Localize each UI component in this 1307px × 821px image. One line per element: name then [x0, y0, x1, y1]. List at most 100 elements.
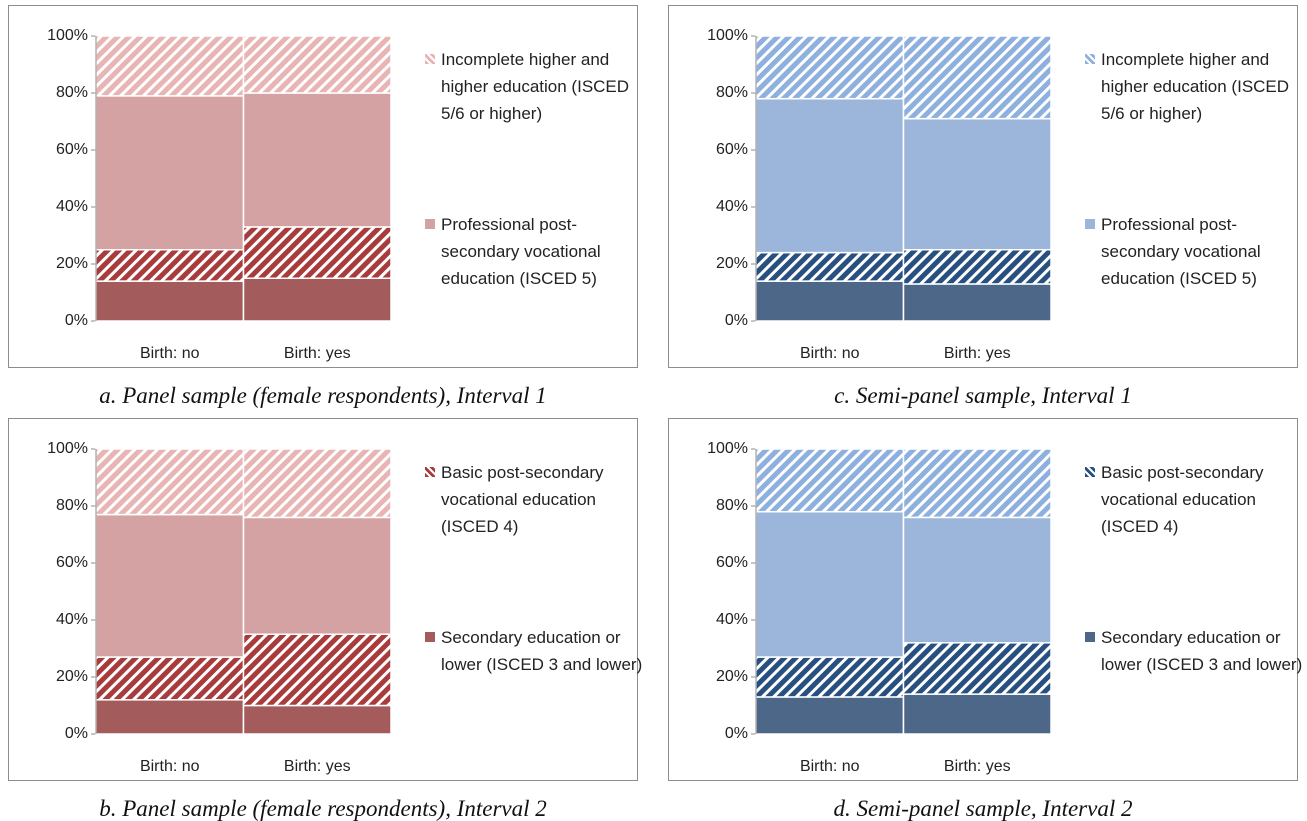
- y-tick-label: 20%: [56, 255, 88, 272]
- bar-segment: [755, 656, 905, 698]
- x-tick-label: Birth: no: [140, 758, 200, 775]
- bar-segment: [242, 704, 392, 735]
- y-tick-label: 100%: [47, 27, 88, 44]
- bar-segment: [902, 448, 1052, 519]
- legend-entry: Incomplete higher and higher education (…: [1085, 46, 1306, 127]
- bar-segment: [755, 696, 905, 735]
- y-tick-label: 20%: [716, 255, 748, 272]
- legend-swatch: [1085, 54, 1095, 64]
- plot: 0% 20% 40% 60% 80% 100% Birth: no Birth: yes: [47, 27, 392, 362]
- legend-swatch: [425, 54, 435, 64]
- y-tick-label: 80%: [56, 497, 88, 514]
- y-tick-label: 40%: [56, 198, 88, 215]
- y-tick-label: 100%: [707, 440, 748, 457]
- chart-caption: d. Semi-panel sample, Interval 2: [833, 796, 1133, 821]
- legend-swatch: [1085, 467, 1095, 477]
- y-tick-label: 0%: [725, 725, 748, 742]
- chart-caption: a. Panel sample (female respondents), In…: [99, 383, 547, 408]
- legend-label: Basic post-secondary vocational educatio…: [1101, 463, 1264, 536]
- legend-entry: Professional post-secondary vocational e…: [425, 211, 646, 292]
- plot: 0% 20% 40% 60% 80% 100% Birth: no Birth: yes: [707, 27, 1052, 362]
- bar-segment: [902, 283, 1052, 322]
- bar-segment: [902, 35, 1052, 120]
- legend-label: Basic post-secondary vocational educatio…: [441, 463, 604, 536]
- y-tick-label: 60%: [716, 554, 748, 571]
- chart-panel: 0% 20% 40% 60% 80% 100% Birth: no Birth: yes Inc…: [668, 5, 1298, 368]
- legend-label: Incomplete higher and higher education (…: [441, 50, 630, 123]
- bar-segment: [95, 280, 245, 322]
- y-tick-label: 40%: [716, 198, 748, 215]
- bar-segment: [95, 656, 245, 701]
- bar-segment: [242, 448, 392, 519]
- y-tick-label: 80%: [716, 497, 748, 514]
- legend-swatch: [1085, 219, 1095, 229]
- legend-entry: Professional post-secondary vocational e…: [1085, 211, 1306, 292]
- y-tick-label: 20%: [56, 668, 88, 685]
- bar-segment: [95, 249, 245, 282]
- x-tick-label: Birth: yes: [284, 345, 351, 362]
- chart-panel: 0% 20% 40% 60% 80% 100% Birth: no Birth: yes Inc…: [8, 5, 638, 368]
- legend-entry: Basic post-secondary vocational educatio…: [425, 459, 646, 540]
- y-tick-label: 20%: [716, 668, 748, 685]
- y-tick-label: 80%: [716, 84, 748, 101]
- legend-swatch: [425, 632, 435, 642]
- x-tick-label: Birth: no: [140, 345, 200, 362]
- legend-swatch: [425, 219, 435, 229]
- x-tick-label: Birth: no: [800, 758, 860, 775]
- legend-label: Professional post-secondary vocational e…: [441, 215, 601, 288]
- bar-segment: [242, 226, 392, 279]
- legend-entry: Basic post-secondary vocational educatio…: [1085, 459, 1306, 540]
- plot: 0% 20% 40% 60% 80% 100% Birth: no Birth: yes: [707, 440, 1052, 775]
- legend-swatch: [1085, 632, 1095, 642]
- bar-segment: [242, 633, 392, 707]
- y-tick-label: 0%: [725, 312, 748, 329]
- bar-segment: [95, 95, 245, 251]
- chart-panel: 0% 20% 40% 60% 80% 100% Birth: no Birth: yes Bas…: [668, 418, 1302, 781]
- bar-segment: [242, 92, 392, 228]
- bar-segment: [242, 516, 392, 635]
- bar-segment: [902, 516, 1052, 644]
- legend-label: Professional post-secondary vocational e…: [1101, 215, 1261, 288]
- x-tick-label: Birth: no: [800, 345, 860, 362]
- y-tick-label: 100%: [47, 440, 88, 457]
- y-tick-label: 0%: [65, 725, 88, 742]
- legend-entry: Incomplete higher and higher education (…: [425, 46, 646, 127]
- chart-caption: b. Panel sample (female respondents), In…: [99, 796, 547, 821]
- legend-label: Secondary education or lower (ISCED 3 an…: [1101, 628, 1303, 674]
- bar-segment: [755, 251, 905, 282]
- y-tick-label: 60%: [56, 141, 88, 158]
- bar-segment: [755, 35, 905, 100]
- bar-segment: [95, 35, 245, 97]
- bar-segment: [755, 510, 905, 658]
- bar-segment: [242, 277, 392, 322]
- bar-segment: [755, 448, 905, 513]
- bar-segment: [755, 97, 905, 254]
- plot: 0% 20% 40% 60% 80% 100% Birth: no Birth: yes: [47, 440, 392, 775]
- bar-segment: [902, 117, 1052, 251]
- bar-segment: [902, 693, 1052, 735]
- x-tick-label: Birth: yes: [944, 345, 1011, 362]
- bar-segment: [95, 699, 245, 735]
- y-tick-label: 60%: [56, 554, 88, 571]
- bar-segment: [902, 249, 1052, 285]
- y-tick-label: 0%: [65, 312, 88, 329]
- legend-label: Secondary education or lower (ISCED 3 an…: [441, 628, 643, 674]
- bar-segment: [95, 513, 245, 658]
- legend-swatch: [425, 467, 435, 477]
- bar-segment: [95, 448, 245, 516]
- chart-panel: 0% 20% 40% 60% 80% 100% Birth: no Birth: yes Bas…: [8, 418, 642, 781]
- bar-segment: [755, 280, 905, 322]
- bar-segment: [902, 642, 1052, 695]
- y-tick-label: 60%: [716, 141, 748, 158]
- legend-entry: Secondary education or lower (ISCED 3 an…: [1085, 624, 1306, 678]
- y-tick-label: 40%: [716, 611, 748, 628]
- legend-entry: Secondary education or lower (ISCED 3 an…: [425, 624, 646, 678]
- x-tick-label: Birth: yes: [284, 758, 351, 775]
- x-tick-label: Birth: yes: [944, 758, 1011, 775]
- y-tick-label: 80%: [56, 84, 88, 101]
- y-tick-label: 100%: [707, 27, 748, 44]
- legend-label: Incomplete higher and higher education (…: [1101, 50, 1290, 123]
- y-tick-label: 40%: [56, 611, 88, 628]
- bar-segment: [242, 35, 392, 94]
